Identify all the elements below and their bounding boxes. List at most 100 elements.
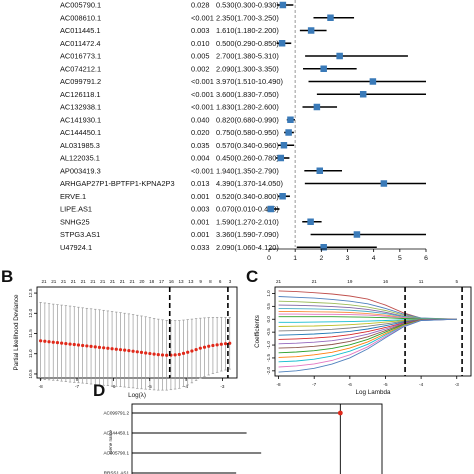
gene-label: AC005790.1 — [60, 1, 101, 10]
top-tick-label: 21 — [312, 279, 318, 284]
pvalue-label: <0.001 — [191, 90, 214, 99]
top-tick-label: 5 — [455, 279, 458, 284]
y-tick-label: 10.5 — [28, 369, 33, 378]
cv-point — [228, 341, 232, 345]
coefficient-path — [278, 318, 457, 332]
x-tick-label: -5 — [383, 382, 388, 387]
hr-ci-label: 0.070(0.010-0.400) — [216, 205, 279, 214]
cv-point — [72, 342, 76, 347]
cv-point — [39, 339, 43, 343]
gene-label: AP003419.3 — [60, 166, 101, 175]
top-tick-label: 16 — [383, 279, 389, 284]
x-tick-label: 0 — [267, 255, 271, 262]
gene-label: U47924.1 — [60, 243, 92, 252]
y-tick-label: 11.5 — [28, 329, 33, 338]
cv-point — [198, 346, 202, 350]
pvalue-label: 0.010 — [191, 39, 210, 48]
hr-marker — [278, 40, 286, 47]
cv-point — [47, 340, 51, 344]
hr-ci-label: 1.610(1.180-2.200) — [216, 26, 279, 35]
y-axis-label: Partial Likelihood Deviance — [13, 294, 20, 370]
gene-importance-plot: AC099791.2 AC144450.1 AC005790.1 RRSS1.AS1 G… — [103, 403, 383, 474]
cv-point — [223, 342, 228, 346]
coefficient-path — [278, 318, 457, 323]
hr-marker — [287, 116, 294, 123]
top-tick-label: 21 — [41, 279, 47, 284]
top-tick-label: 21 — [130, 279, 136, 284]
hr-marker — [327, 14, 334, 21]
x-tick-label: -8 — [39, 384, 44, 389]
cv-point — [110, 347, 114, 351]
cv-point — [173, 353, 177, 357]
top-tick-label: 9 — [199, 279, 202, 284]
coefficient-path-plot: 21 21 19 16 11 5 -8 -7 -6 -5 -4 -3 -2.0 -1.5 -1.0 -0.5 0… — [254, 279, 472, 396]
hr-marker — [353, 231, 361, 238]
coefficient-path — [278, 318, 457, 336]
hr-ci-label: 3.360(1.590-7.090) — [216, 230, 279, 239]
x-tick-label: 5 — [398, 255, 402, 262]
cv-point — [43, 339, 47, 343]
gene-tick-label: AC005790.1 — [103, 451, 129, 456]
cv-point — [81, 343, 85, 348]
gene-label: AC144450.1 — [60, 128, 101, 137]
cv-point — [186, 350, 190, 354]
top-tick-label: 13 — [188, 279, 194, 284]
hr-marker — [307, 218, 314, 225]
cv-point — [106, 346, 110, 350]
pvalue-label: 0.002 — [191, 64, 210, 73]
cv-deviance-plot: 21 21 21 21 21 21 21 21 21 21 20 18 17 16 13 13 9 8 6 3-8 -7… — [13, 279, 238, 399]
coefficient-path — [278, 316, 457, 320]
forest-plot: AC005790.1 0.028 0.530(0.300-0.930) AC00861… — [60, 0, 428, 262]
x-tick-label: -3 — [220, 384, 225, 389]
y-tick-label: -1.5 — [266, 354, 271, 362]
top-tick-label: 20 — [139, 279, 145, 284]
pvalue-label: 0.033 — [191, 243, 210, 252]
gene-label: AC132938.1 — [60, 103, 101, 112]
gene-tick-label: AC144450.1 — [103, 431, 129, 436]
pvalue-label: 0.035 — [191, 141, 210, 150]
x-tick-label: -3 — [455, 382, 460, 387]
gene-tick-label: RRSS1.AS1 — [104, 471, 130, 474]
hr-ci-label: 1.830(1.280-2.600) — [216, 103, 279, 112]
forest-table: AC005790.1 0.028 0.530(0.300-0.930) AC00861… — [60, 1, 283, 252]
top-tick-label: 11 — [419, 279, 424, 284]
hr-marker — [336, 52, 343, 60]
coefficient-path — [278, 300, 457, 320]
top-tick-label: 13 — [178, 279, 184, 284]
pvalue-label: 0.040 — [191, 115, 210, 124]
x-tick-label: -5 — [148, 384, 153, 389]
cv-point — [89, 344, 93, 348]
top-tick-label: 21 — [51, 279, 57, 284]
panel-label-c: C — [246, 267, 258, 286]
x-tick-label: 4 — [372, 255, 376, 262]
cv-point — [64, 341, 68, 346]
pvalue-label: 0.004 — [191, 154, 210, 163]
cv-point — [139, 350, 144, 354]
top-tick-label: 21 — [90, 279, 96, 284]
pvalue-label: 0.001 — [191, 217, 210, 226]
hr-marker — [277, 154, 285, 162]
top-tick-label: 21 — [61, 279, 67, 284]
pvalue-label: 0.001 — [191, 230, 210, 239]
x-tick-label: -4 — [419, 382, 424, 387]
coefficient-path — [278, 296, 457, 320]
hr-ci-label: 0.820(0.680-0.990) — [216, 115, 279, 124]
hr-marker — [359, 91, 367, 98]
gene-label: AC126118.1 — [60, 90, 101, 99]
pvalue-label: 0.020 — [191, 128, 210, 137]
gene-label: AC011445.1 — [60, 26, 101, 35]
gene-label: SNHG25 — [60, 217, 90, 226]
pvalue-label: 0.003 — [191, 205, 210, 214]
pvalue-label: 0.013 — [191, 179, 210, 188]
y-tick-label: -1.0 — [266, 341, 271, 349]
lollipop-point — [337, 410, 343, 416]
y-tick-label: 12.0 — [28, 308, 33, 317]
y-tick-label: -0.5 — [266, 328, 271, 336]
hr-ci-label: 2.700(1.380-5.310) — [216, 52, 279, 61]
hr-marker — [280, 142, 288, 149]
hr-ci-label: 3.600(1.830-7.050) — [216, 90, 279, 99]
top-tick-label: 21 — [71, 279, 77, 284]
gene-label: AL031985.3 — [60, 141, 100, 150]
cv-point — [97, 345, 102, 349]
